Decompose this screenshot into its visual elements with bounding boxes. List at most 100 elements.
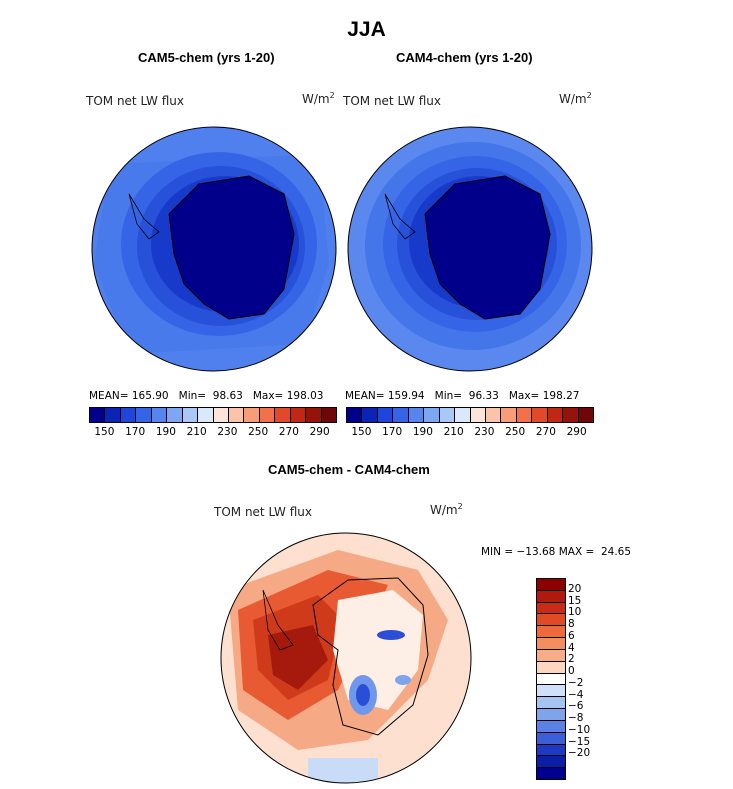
colorbar-tick-label: 2 — [568, 653, 575, 666]
colorbar-swatch — [182, 408, 199, 422]
polar-map-difference — [220, 532, 472, 784]
colorbar-swatch — [516, 408, 533, 422]
colorbar-swatch — [321, 408, 336, 422]
colorbar-tick-label: 210 — [443, 426, 464, 438]
colorbar-tick-label: −20 — [568, 747, 591, 760]
colorbar-swatch — [537, 614, 565, 627]
colorbar-swatch — [537, 602, 565, 615]
colorbar-cam5 — [89, 407, 337, 423]
colorbar-swatch — [362, 408, 378, 422]
colorbar-tick-label: −15 — [568, 735, 591, 748]
colorbar-swatch — [532, 408, 548, 422]
stats-cam5: MEAN= 165.90 Min= 98.63 Max= 198.03 — [89, 390, 324, 402]
colorbar-swatch — [244, 408, 260, 422]
colorbar-swatch — [90, 408, 106, 422]
colorbar-tick-label: 150 — [94, 426, 115, 438]
colorbar-tick-label: 15 — [568, 594, 582, 607]
colorbar-tick-label: 270 — [278, 426, 299, 438]
colorbar-swatch — [537, 579, 565, 591]
colorbar-swatch — [228, 408, 245, 422]
colorbar-swatch — [105, 408, 121, 422]
colorbar-tick-label: 170 — [125, 426, 146, 438]
colorbar-tick-label: −8 — [568, 712, 584, 725]
colorbar-swatch — [537, 685, 565, 698]
colorbar-swatch — [501, 408, 517, 422]
polar-map-cam5 — [91, 126, 337, 372]
colorbar-swatch — [408, 408, 425, 422]
colorbar-swatch — [259, 408, 276, 422]
colorbar-swatch — [547, 408, 564, 422]
colorbar-swatch — [537, 720, 565, 733]
colorbar-swatch — [537, 709, 565, 721]
colorbar-tick-label: 190 — [412, 426, 433, 438]
colorbar-tick-label: 250 — [505, 426, 526, 438]
colorbar-tick-label: 150 — [351, 426, 372, 438]
panel-title-cam5: CAM5-chem (yrs 1-20) — [138, 50, 275, 65]
colorbar-swatch — [424, 408, 440, 422]
colorbar-swatch — [537, 661, 565, 674]
colorbar-diff — [536, 578, 566, 780]
colorbar-swatch — [537, 732, 565, 745]
colorbar-tick-label: 6 — [568, 629, 575, 642]
colorbar-tick-label: 170 — [382, 426, 403, 438]
polar-map-cam4 — [347, 126, 593, 372]
figure-title: JJA — [347, 18, 386, 41]
colorbar-swatch — [120, 408, 137, 422]
colorbar-tick-label: 290 — [566, 426, 587, 438]
colorbar-swatch — [537, 590, 565, 603]
colorbar-tick-label: 190 — [155, 426, 176, 438]
colorbar-swatch — [578, 408, 593, 422]
unit-label-diff: W/m2 — [430, 502, 463, 517]
colorbar-swatch — [213, 408, 229, 422]
colorbar-swatch — [537, 673, 565, 686]
stats-diff: MIN = −13.68 MAX = 24.65 — [481, 546, 632, 558]
colorbar-tick-label: −2 — [568, 676, 584, 689]
colorbar-tick-label: 0 — [568, 665, 575, 678]
colorbar-swatch — [470, 408, 486, 422]
colorbar-swatch — [439, 408, 456, 422]
colorbar-tick-label: 290 — [309, 426, 330, 438]
colorbar-swatch — [136, 408, 152, 422]
colorbar-tick-label: 250 — [248, 426, 269, 438]
colorbar-swatch — [537, 744, 565, 757]
panel-title-diff: CAM5-chem - CAM4-chem — [268, 462, 430, 477]
colorbar-swatch — [537, 626, 565, 639]
colorbar-swatch — [275, 408, 291, 422]
colorbar-swatch — [537, 768, 565, 780]
colorbar-swatch — [347, 408, 363, 422]
colorbar-cam4 — [346, 407, 594, 423]
colorbar-tick-label: 8 — [568, 618, 575, 631]
colorbar-swatch — [537, 697, 565, 710]
colorbar-swatch — [290, 408, 307, 422]
stats-cam4: MEAN= 159.94 Min= 96.33 Max= 198.27 — [345, 390, 580, 402]
colorbar-tick-label: 20 — [568, 582, 582, 595]
colorbar-swatch — [393, 408, 409, 422]
colorbar-ticks-diff: 20 15 10 8 6 4 2 0 −2 −4 −6 −8 −10 −15 −20 — [568, 578, 628, 778]
colorbar-swatch — [537, 756, 565, 769]
colorbar-tick-label: 230 — [217, 426, 238, 438]
colorbar-swatch — [485, 408, 502, 422]
colorbar-tick-label: 10 — [568, 606, 582, 619]
colorbar-swatch — [537, 649, 565, 662]
panel-title-cam4: CAM4-chem (yrs 1-20) — [396, 50, 533, 65]
colorbar-tick-label: 210 — [186, 426, 207, 438]
colorbar-tick-label: −10 — [568, 723, 591, 736]
colorbar-swatch — [198, 408, 214, 422]
colorbar-tick-label: 270 — [535, 426, 556, 438]
colorbar-swatch — [306, 408, 322, 422]
colorbar-tick-label: 230 — [474, 426, 495, 438]
colorbar-swatch — [455, 408, 471, 422]
colorbar-swatch — [537, 638, 565, 650]
colorbar-tick-label: 4 — [568, 641, 575, 654]
colorbar-swatch — [377, 408, 394, 422]
variable-label-cam4: TOM net LW flux — [343, 94, 441, 108]
colorbar-tick-label: −6 — [568, 700, 584, 713]
colorbar-swatch — [563, 408, 579, 422]
variable-label-cam5: TOM net LW flux — [86, 94, 184, 108]
unit-label-cam5: W/m2 — [302, 91, 335, 106]
colorbar-swatch — [151, 408, 168, 422]
colorbar-tick-label: −4 — [568, 688, 584, 701]
colorbar-swatch — [167, 408, 183, 422]
variable-label-diff: TOM net LW flux — [214, 505, 312, 519]
unit-label-cam4: W/m2 — [559, 91, 592, 106]
